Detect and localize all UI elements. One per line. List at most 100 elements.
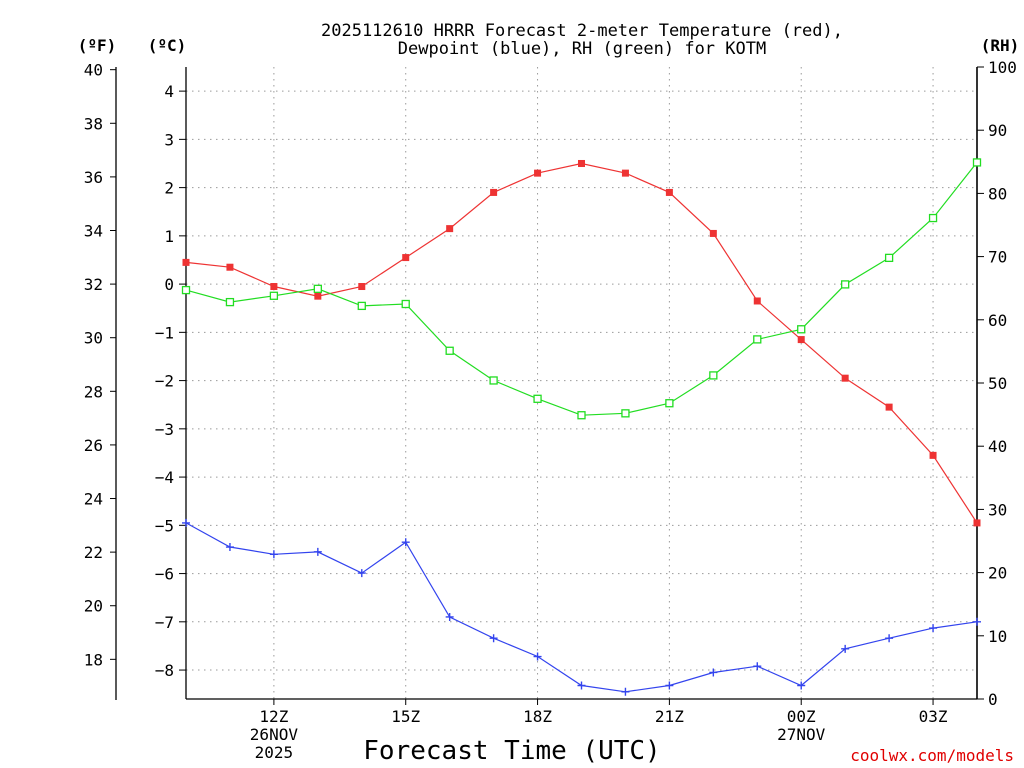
celsius-tick-label: 3 bbox=[164, 130, 174, 149]
rh-tick-label: 30 bbox=[988, 500, 1007, 519]
dewpoint-point bbox=[577, 681, 586, 690]
temperature-point bbox=[578, 159, 585, 167]
dewpoint-point bbox=[313, 547, 322, 556]
celsius-tick-label: −2 bbox=[155, 372, 174, 391]
rh-tick-label: 10 bbox=[988, 627, 1007, 646]
rh-tick-label: 50 bbox=[988, 374, 1007, 393]
fahrenheit-unit-label: (ºF) bbox=[78, 36, 117, 55]
dewpoint-point bbox=[929, 624, 938, 633]
temperature-point bbox=[534, 169, 542, 177]
temperature-line bbox=[185, 162, 978, 524]
temperature-point bbox=[621, 169, 629, 177]
temperature-point bbox=[358, 283, 366, 291]
x-tick-label: 15Z bbox=[391, 707, 420, 726]
celsius-tick-label: −4 bbox=[155, 468, 174, 487]
dewpoint-line bbox=[185, 522, 978, 693]
dewpoint-point bbox=[533, 652, 542, 661]
fahrenheit-tick-label: 18 bbox=[84, 650, 103, 669]
dewpoint-point bbox=[841, 644, 850, 653]
celsius-tick-label: −3 bbox=[155, 420, 174, 439]
credit-text: coolwx.com/models bbox=[850, 746, 1014, 765]
rh-tick-label: 0 bbox=[988, 690, 998, 709]
temperature-point bbox=[753, 297, 761, 305]
rh-point bbox=[269, 291, 279, 300]
temperature-point bbox=[841, 374, 849, 382]
rh-tick-label: 70 bbox=[988, 248, 1007, 267]
temperature-point bbox=[665, 188, 673, 196]
rh-series bbox=[181, 158, 982, 420]
temperature-series bbox=[182, 159, 981, 527]
dewpoint-point bbox=[621, 687, 630, 696]
data-series bbox=[181, 158, 982, 696]
temperature-point bbox=[446, 225, 454, 233]
dewpoint-point bbox=[753, 662, 762, 671]
fahrenheit-tick-label: 26 bbox=[84, 436, 103, 455]
rh-point bbox=[313, 284, 322, 293]
temperature-point bbox=[314, 292, 322, 300]
temperature-point bbox=[929, 451, 937, 459]
fahrenheit-tick-label: 20 bbox=[84, 597, 103, 616]
chart-title-line-2: Dewpoint (blue), RH (green) for KOTM bbox=[398, 39, 766, 59]
rh-point bbox=[225, 297, 235, 307]
dewpoint-point bbox=[225, 543, 234, 552]
temperature-point bbox=[885, 403, 893, 411]
rh-point bbox=[577, 411, 586, 420]
dewpoint-point bbox=[973, 617, 981, 626]
rh-tick-label: 90 bbox=[988, 121, 1007, 140]
rh-point bbox=[665, 399, 674, 408]
dewpoint-point bbox=[445, 612, 454, 621]
x-axis-label: Forecast Time (UTC) bbox=[363, 736, 660, 766]
dewpoint-point bbox=[709, 668, 718, 677]
rh-point bbox=[709, 371, 718, 380]
rh-point bbox=[841, 280, 850, 289]
celsius-tick-label: −5 bbox=[155, 516, 174, 535]
celsius-tick-label: −7 bbox=[155, 613, 174, 632]
rh-tick-label: 40 bbox=[988, 437, 1007, 456]
celsius-tick-label: 4 bbox=[164, 82, 174, 101]
temperature-point bbox=[797, 336, 805, 344]
x-tick-label: 00Z bbox=[787, 707, 816, 726]
rh-point bbox=[797, 325, 806, 334]
rh-tick-label: 80 bbox=[988, 184, 1007, 203]
dewpoint-point bbox=[797, 681, 806, 690]
rh-point bbox=[972, 158, 982, 167]
x-tick-label: 21Z bbox=[655, 707, 684, 726]
rh-point bbox=[445, 346, 454, 355]
fahrenheit-tick-label: 40 bbox=[84, 61, 103, 80]
dewpoint-point bbox=[489, 634, 498, 643]
fahrenheit-tick-label: 22 bbox=[84, 543, 103, 562]
celsius-tick-label: 1 bbox=[164, 227, 174, 246]
temperature-point bbox=[402, 254, 410, 262]
x-tick-label: 03Z bbox=[919, 707, 948, 726]
rh-tick-label: 60 bbox=[988, 311, 1007, 330]
dewpoint-point bbox=[357, 569, 366, 578]
rh-point bbox=[357, 301, 366, 311]
dewpoint-point bbox=[182, 518, 190, 527]
celsius-tick-label: 2 bbox=[164, 179, 174, 198]
fahrenheit-tick-label: 38 bbox=[84, 114, 103, 133]
rh-tick-label: 100 bbox=[988, 58, 1017, 77]
dewpoint-point bbox=[401, 538, 410, 547]
celsius-tick-label: −1 bbox=[155, 323, 174, 342]
axes bbox=[110, 66, 984, 705]
celsius-tick-label: 0 bbox=[164, 275, 174, 294]
fahrenheit-tick-label: 30 bbox=[84, 329, 103, 348]
rh-point bbox=[621, 409, 630, 418]
celsius-tick-label: −6 bbox=[155, 565, 174, 584]
dewpoint-point bbox=[885, 634, 894, 643]
rh-point bbox=[533, 394, 542, 403]
celsius-unit-label: (ºC) bbox=[148, 36, 187, 55]
rh-point bbox=[928, 213, 938, 223]
rh-point bbox=[401, 299, 410, 309]
temperature-point bbox=[270, 283, 278, 291]
temperature-point bbox=[709, 229, 717, 237]
x-tick-label: 18Z bbox=[523, 707, 552, 726]
fahrenheit-tick-label: 28 bbox=[84, 382, 103, 401]
fahrenheit-tick-label: 36 bbox=[84, 168, 103, 187]
chart-title-line-1: 2025112610 HRRR Forecast 2-meter Tempera… bbox=[321, 21, 843, 41]
x-tick-label: 2025 bbox=[255, 743, 294, 762]
tick-labels: 43210−1−2−3−4−5−6−7−84038363432302826242… bbox=[84, 58, 1017, 762]
x-tick-label: 26NOV bbox=[250, 725, 299, 744]
x-tick-label: 12Z bbox=[259, 707, 288, 726]
